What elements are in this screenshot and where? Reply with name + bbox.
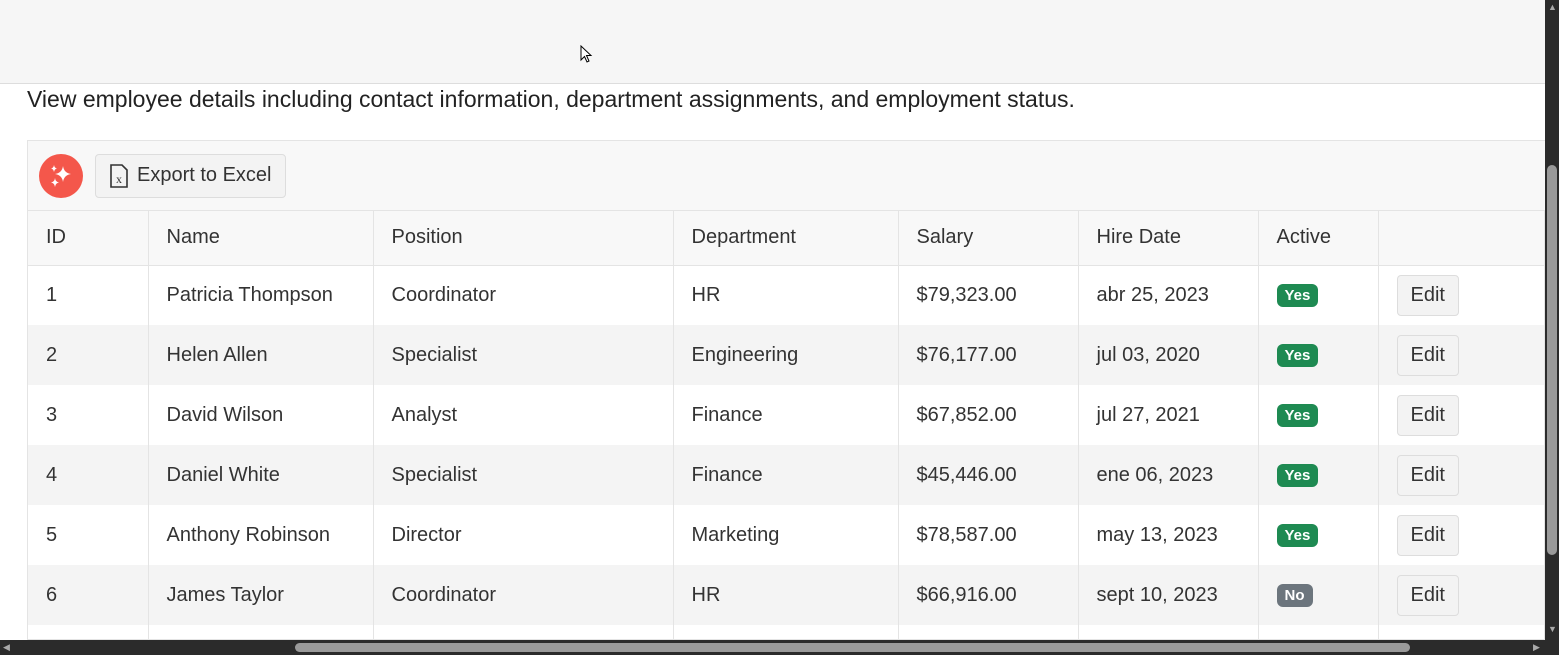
cell-id: 2 <box>28 325 149 385</box>
cell-empty <box>148 625 374 639</box>
table-row: 3 David Wilson Analyst Finance $67,852.00 jul… <box>28 385 1545 445</box>
cell-hire-date: ene 06, 2023 <box>1078 445 1259 505</box>
column-header-department[interactable]: Department <box>673 211 899 266</box>
cell-position: Analyst <box>373 385 674 445</box>
cell-active: Yes <box>1258 385 1379 445</box>
cell-actions: Edit <box>1378 565 1545 625</box>
horizontal-scrollbar[interactable]: ◀ ▶ <box>0 640 1559 655</box>
cell-position: Director <box>373 505 674 565</box>
cell-position: Specialist <box>373 325 674 385</box>
export-to-excel-button[interactable]: x Export to Excel <box>95 153 286 198</box>
table-row: 5 Anthony Robinson Director Marketing $78,58… <box>28 505 1545 565</box>
table-row: 2 Helen Allen Specialist Engineering $76,177… <box>28 325 1545 385</box>
column-header-hire-date[interactable]: Hire Date <box>1078 211 1259 266</box>
employee-grid: x Export to Excel ID Name Position Departme… <box>27 140 1545 640</box>
cell-department: Engineering <box>673 325 899 385</box>
cell-id: 5 <box>28 505 149 565</box>
edit-button[interactable]: Edit <box>1396 394 1459 436</box>
cell-department: Finance <box>673 385 899 445</box>
cell-position: Coordinator <box>373 565 674 625</box>
cell-salary: $76,177.00 <box>898 325 1079 385</box>
cell-hire-date: jul 27, 2021 <box>1078 385 1259 445</box>
cell-name: James Taylor <box>148 565 374 625</box>
employee-table: ID Name Position Department Salary Hire Date A… <box>28 211 1545 639</box>
cell-empty <box>373 625 674 639</box>
cell-empty <box>1258 625 1379 639</box>
edit-button[interactable]: Edit <box>1396 334 1459 376</box>
cell-department: Marketing <box>673 505 899 565</box>
cell-department: Finance <box>673 445 899 505</box>
browser-top-area <box>0 0 1545 84</box>
cell-hire-date: abr 25, 2023 <box>1078 265 1259 325</box>
cell-empty <box>1078 625 1259 639</box>
export-label: Export to Excel <box>137 164 272 186</box>
cell-active: No <box>1258 565 1379 625</box>
cell-empty <box>28 625 149 639</box>
cell-empty <box>1378 625 1545 639</box>
cell-position: Specialist <box>373 445 674 505</box>
excel-file-icon: x <box>110 163 128 188</box>
horizontal-scroll-thumb[interactable] <box>295 643 1410 652</box>
cell-id: 4 <box>28 445 149 505</box>
edit-button[interactable]: Edit <box>1396 514 1459 556</box>
cell-position: Coordinator <box>373 265 674 325</box>
cell-hire-date: jul 03, 2020 <box>1078 325 1259 385</box>
vertical-scroll-thumb[interactable] <box>1547 165 1557 555</box>
table-row: 6 James Taylor Coordinator HR $66,916.00 sept… <box>28 565 1545 625</box>
column-header-id[interactable]: ID <box>28 211 149 266</box>
column-header-active[interactable]: Active <box>1258 211 1379 266</box>
cell-empty <box>673 625 899 639</box>
cell-id: 3 <box>28 385 149 445</box>
page-description: View employee details including contact … <box>27 86 1075 112</box>
column-header-position[interactable]: Position <box>373 211 674 266</box>
cell-hire-date: may 13, 2023 <box>1078 505 1259 565</box>
edit-button[interactable]: Edit <box>1396 274 1459 316</box>
cell-name: Helen Allen <box>148 325 374 385</box>
svg-text:x: x <box>116 172 122 186</box>
cell-name: David Wilson <box>148 385 374 445</box>
cell-salary: $66,916.00 <box>898 565 1079 625</box>
cell-id: 1 <box>28 265 149 325</box>
cell-actions: Edit <box>1378 445 1545 505</box>
active-badge: Yes <box>1276 524 1319 547</box>
active-badge: Yes <box>1276 344 1319 367</box>
column-header-salary[interactable]: Salary <box>898 211 1079 266</box>
cell-active: Yes <box>1258 265 1379 325</box>
column-header-name[interactable]: Name <box>148 211 374 266</box>
cell-actions: Edit <box>1378 325 1545 385</box>
column-header-actions[interactable] <box>1378 211 1545 266</box>
sparkles-icon <box>51 164 71 187</box>
cell-salary: $79,323.00 <box>898 265 1079 325</box>
table-row <box>28 625 1545 639</box>
cell-active: Yes <box>1258 445 1379 505</box>
table-row: 1 Patricia Thompson Coordinator HR $79,323.0… <box>28 265 1545 325</box>
cell-name: Anthony Robinson <box>148 505 374 565</box>
grid-toolbar: x Export to Excel <box>28 141 1545 211</box>
cell-active: Yes <box>1258 505 1379 565</box>
cell-empty <box>898 625 1079 639</box>
cell-salary: $67,852.00 <box>898 385 1079 445</box>
edit-button[interactable]: Edit <box>1396 574 1459 616</box>
active-badge: Yes <box>1276 464 1319 487</box>
cell-department: HR <box>673 265 899 325</box>
cell-salary: $78,587.00 <box>898 505 1079 565</box>
active-badge: Yes <box>1276 404 1319 427</box>
cell-department: HR <box>673 565 899 625</box>
cell-actions: Edit <box>1378 385 1545 445</box>
vertical-scrollbar[interactable]: ▲ ▼ <box>1545 0 1559 640</box>
cell-id: 6 <box>28 565 149 625</box>
cell-name: Daniel White <box>148 445 374 505</box>
table-row: 4 Daniel White Specialist Finance $45,446.00… <box>28 445 1545 505</box>
ai-assistant-button[interactable] <box>39 153 83 198</box>
cell-actions: Edit <box>1378 505 1545 565</box>
cell-active: Yes <box>1258 325 1379 385</box>
cell-name: Patricia Thompson <box>148 265 374 325</box>
active-badge: Yes <box>1276 284 1319 308</box>
edit-button[interactable]: Edit <box>1396 454 1459 496</box>
active-badge: No <box>1276 584 1313 607</box>
cell-actions: Edit <box>1378 265 1545 325</box>
cell-hire-date: sept 10, 2023 <box>1078 565 1259 625</box>
mouse-cursor-icon <box>580 45 593 63</box>
cell-salary: $45,446.00 <box>898 445 1079 505</box>
